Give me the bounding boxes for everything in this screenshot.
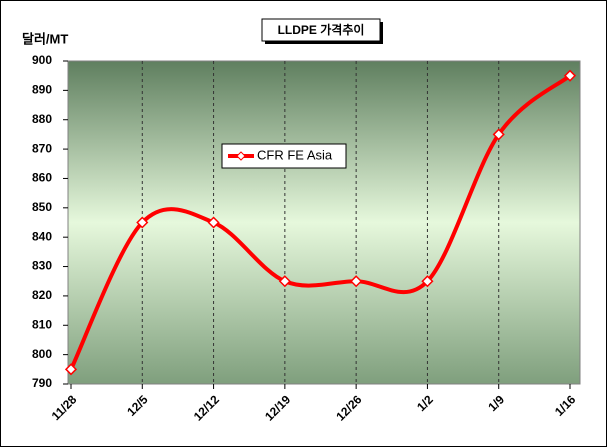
y-tick-label: 880 bbox=[32, 112, 52, 126]
y-tick-label: 800 bbox=[32, 347, 52, 361]
y-tick-label: 870 bbox=[32, 141, 52, 155]
legend-label: CFR FE Asia bbox=[257, 147, 333, 162]
marker bbox=[350, 275, 363, 288]
legend-marker bbox=[236, 151, 246, 161]
marker bbox=[421, 275, 434, 288]
title-box bbox=[261, 18, 381, 42]
marker bbox=[207, 216, 220, 229]
y-tick-label: 860 bbox=[32, 171, 52, 185]
marker bbox=[492, 128, 505, 141]
y-tick-label: 830 bbox=[32, 259, 52, 273]
y-tick-label: 820 bbox=[32, 288, 52, 302]
chart-title: LLDPE 가격추이 bbox=[278, 22, 365, 37]
y-tick-label: 890 bbox=[32, 83, 52, 97]
marker bbox=[278, 275, 291, 288]
plot-area bbox=[67, 60, 581, 385]
marker bbox=[64, 363, 78, 376]
y-tick-label: 850 bbox=[32, 200, 52, 214]
y-tick-label: 810 bbox=[32, 317, 52, 331]
marker bbox=[563, 69, 577, 82]
y-tick-label: 840 bbox=[32, 229, 52, 243]
y-axis-label: 달러/MT bbox=[22, 31, 68, 46]
y-tick-label: 900 bbox=[32, 53, 52, 67]
y-tick-label: 790 bbox=[32, 376, 52, 390]
marker bbox=[136, 216, 149, 229]
